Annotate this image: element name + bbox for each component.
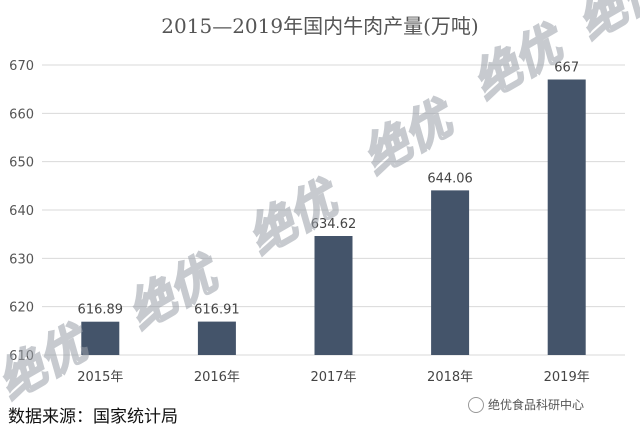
x-tick-label: 2015年: [77, 370, 123, 385]
x-tick-label: 2016年: [194, 370, 240, 385]
y-tick-label: 650: [9, 156, 34, 171]
wechat-icon: [468, 396, 484, 413]
data-label: 616.89: [78, 303, 124, 318]
bar: [547, 79, 586, 355]
y-tick-label: 640: [9, 204, 34, 219]
x-axis-ticks: 2015年 2016年 2017年 2018年 2019年: [77, 370, 589, 385]
bar: [81, 321, 120, 355]
bar: [431, 190, 470, 355]
watermark-mark: 绝优: [354, 89, 466, 185]
data-label: 616.91: [194, 303, 240, 318]
x-tick-label: 2018年: [427, 370, 473, 385]
chart-title: 2015—2019年国内牛肉产量(万吨): [161, 14, 478, 38]
brand-credit: 绝优食品科研中心: [468, 396, 584, 413]
y-tick-label: 620: [9, 301, 34, 316]
x-tick-label: 2019年: [544, 370, 590, 385]
y-tick-label: 660: [9, 107, 34, 122]
data-label: 634.62: [311, 217, 357, 232]
bar: [314, 236, 353, 355]
y-axis-ticks: 610 620 630 640 650 660 670: [9, 59, 34, 364]
data-label: 644.06: [427, 171, 473, 186]
y-tick-label: 610: [9, 349, 34, 364]
y-tick-label: 670: [9, 59, 34, 74]
data-label: 667: [554, 61, 579, 76]
data-labels: 616.89 616.91 634.62 644.06 667: [78, 61, 580, 318]
bars: [81, 79, 586, 355]
watermark-mark: 绝优: [569, 0, 640, 50]
brand-label: 绝优食品科研中心: [488, 398, 585, 412]
bar: [197, 321, 236, 355]
source-note: 数据来源：国家统计局: [8, 407, 178, 427]
y-tick-label: 630: [9, 252, 34, 267]
x-tick-label: 2017年: [310, 370, 356, 385]
